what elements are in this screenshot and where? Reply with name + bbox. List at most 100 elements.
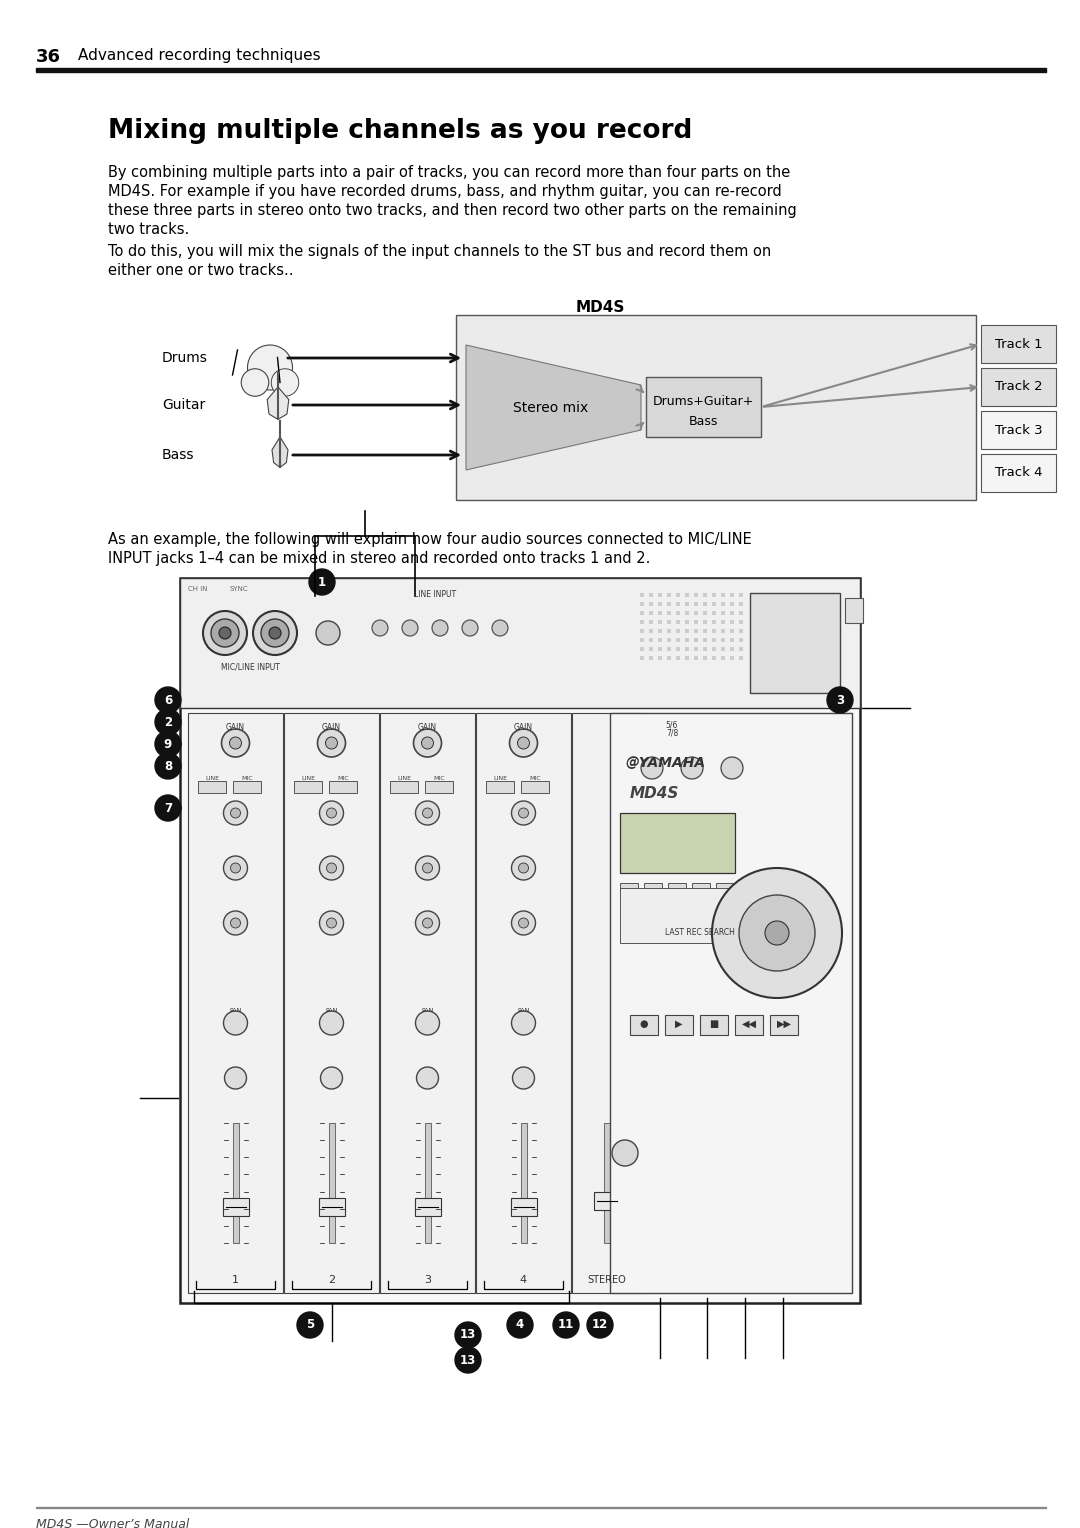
Bar xyxy=(721,639,725,642)
Text: MD4S: MD4S xyxy=(630,785,679,801)
Circle shape xyxy=(156,709,181,735)
Bar xyxy=(380,714,475,1293)
Bar xyxy=(703,630,707,633)
Circle shape xyxy=(513,1067,535,1089)
Text: 13: 13 xyxy=(460,1354,476,1366)
Text: Bass: Bass xyxy=(689,416,718,428)
Circle shape xyxy=(421,736,433,749)
Text: 5/6: 5/6 xyxy=(665,721,678,730)
Circle shape xyxy=(318,729,346,756)
Text: MD4S —Owner’s Manual: MD4S —Owner’s Manual xyxy=(36,1517,189,1528)
Bar xyxy=(667,620,671,623)
Bar xyxy=(284,714,379,1293)
Bar xyxy=(647,714,697,914)
Bar xyxy=(232,1123,239,1242)
Text: Track 1: Track 1 xyxy=(995,338,1042,350)
Bar xyxy=(694,646,698,651)
Circle shape xyxy=(681,756,703,779)
Circle shape xyxy=(230,918,241,927)
Bar xyxy=(694,630,698,633)
Bar xyxy=(676,611,680,614)
Bar xyxy=(594,1192,620,1210)
Bar xyxy=(667,656,671,660)
Bar xyxy=(981,368,1056,406)
Circle shape xyxy=(297,1313,323,1339)
Text: 3: 3 xyxy=(836,694,845,706)
Bar xyxy=(36,67,1047,72)
Text: Mixing multiple channels as you record: Mixing multiple channels as you record xyxy=(108,118,692,144)
Circle shape xyxy=(241,368,269,396)
Bar xyxy=(730,593,734,597)
Bar xyxy=(694,656,698,660)
Circle shape xyxy=(219,626,231,639)
Bar xyxy=(685,611,689,614)
Bar xyxy=(739,602,743,607)
Circle shape xyxy=(156,730,181,756)
Bar xyxy=(319,1198,345,1216)
Text: 36: 36 xyxy=(36,47,60,66)
Bar xyxy=(694,602,698,607)
Bar xyxy=(739,656,743,660)
Text: PAN: PAN xyxy=(325,1008,338,1013)
Text: ◀◀: ◀◀ xyxy=(742,1019,756,1028)
Circle shape xyxy=(416,911,440,935)
Bar xyxy=(658,646,662,651)
Circle shape xyxy=(512,1012,536,1034)
Bar xyxy=(730,639,734,642)
Text: either one or two tracks..: either one or two tracks.. xyxy=(108,263,294,278)
Text: 5: 5 xyxy=(306,1319,314,1331)
Circle shape xyxy=(512,856,536,880)
Bar xyxy=(845,597,863,623)
Bar xyxy=(730,630,734,633)
Text: 1: 1 xyxy=(318,576,326,588)
Circle shape xyxy=(512,911,536,935)
Bar xyxy=(667,639,671,642)
Circle shape xyxy=(518,918,528,927)
Bar xyxy=(640,620,644,623)
Text: INPUT jacks 1–4 can be mixed in stereo and recorded onto tracks 1 and 2.: INPUT jacks 1–4 can be mixed in stereo a… xyxy=(108,552,650,565)
Text: Guitar: Guitar xyxy=(162,397,205,413)
Bar xyxy=(703,602,707,607)
Circle shape xyxy=(224,911,247,935)
Bar xyxy=(981,325,1056,364)
Bar xyxy=(649,630,653,633)
Bar xyxy=(770,1015,798,1034)
Bar xyxy=(640,602,644,607)
Circle shape xyxy=(224,1012,247,1034)
Bar xyxy=(521,781,549,793)
Text: MIC/LINE INPUT: MIC/LINE INPUT xyxy=(220,663,280,672)
Bar xyxy=(721,602,725,607)
Circle shape xyxy=(156,753,181,779)
Text: 6: 6 xyxy=(164,694,172,706)
Circle shape xyxy=(510,729,538,756)
Circle shape xyxy=(325,736,337,749)
Circle shape xyxy=(230,863,241,872)
Bar xyxy=(640,656,644,660)
Polygon shape xyxy=(272,437,288,468)
Text: ▶▶: ▶▶ xyxy=(777,1019,792,1028)
Text: Track 4: Track 4 xyxy=(995,466,1042,480)
Circle shape xyxy=(309,568,335,594)
Bar xyxy=(676,646,680,651)
Text: two tracks.: two tracks. xyxy=(108,222,189,237)
Circle shape xyxy=(512,801,536,825)
Bar xyxy=(233,781,261,793)
Circle shape xyxy=(712,868,842,998)
Text: ▶: ▶ xyxy=(675,1019,683,1028)
Text: PAN: PAN xyxy=(229,1008,242,1013)
Bar xyxy=(658,611,662,614)
Bar xyxy=(712,611,716,614)
Bar xyxy=(712,602,716,607)
Circle shape xyxy=(432,620,448,636)
Bar xyxy=(721,646,725,651)
Bar xyxy=(721,630,725,633)
Circle shape xyxy=(247,345,293,390)
Bar xyxy=(665,1015,693,1034)
Bar xyxy=(426,781,453,793)
Bar xyxy=(649,602,653,607)
Bar xyxy=(188,714,283,1293)
Circle shape xyxy=(402,620,418,636)
Text: MIC: MIC xyxy=(241,776,253,781)
Bar xyxy=(694,593,698,597)
Bar xyxy=(667,602,671,607)
